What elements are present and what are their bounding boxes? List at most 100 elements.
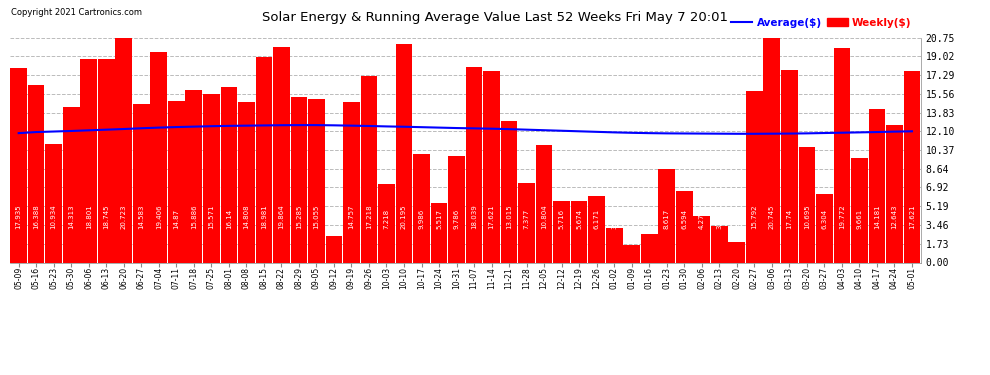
Text: 5.716: 5.716 [558, 209, 564, 229]
Text: 02-20: 02-20 [733, 267, 742, 289]
Bar [221, 87, 238, 262]
Text: 14.583: 14.583 [139, 204, 145, 229]
Text: 09-05: 09-05 [312, 267, 321, 289]
Text: 15.792: 15.792 [751, 204, 757, 229]
Bar [483, 71, 500, 262]
Bar [150, 52, 167, 262]
Text: 12-05: 12-05 [540, 267, 548, 289]
Bar [63, 107, 79, 262]
Bar [693, 216, 710, 262]
Text: 06-13: 06-13 [102, 267, 111, 289]
Text: 18.745: 18.745 [103, 204, 109, 229]
Bar [886, 125, 903, 262]
Text: 15.571: 15.571 [208, 204, 214, 229]
Text: 15.055: 15.055 [314, 204, 320, 229]
Text: 6.171: 6.171 [594, 209, 600, 229]
Bar [519, 183, 535, 262]
Text: 7.218: 7.218 [383, 209, 389, 229]
Text: 08-29: 08-29 [294, 267, 303, 289]
Bar [536, 146, 552, 262]
Text: 02-27: 02-27 [749, 267, 758, 289]
Text: 12-12: 12-12 [557, 267, 566, 289]
Bar [203, 94, 220, 262]
Bar [326, 236, 343, 262]
Bar [641, 234, 657, 262]
Text: 08-08: 08-08 [242, 267, 250, 289]
Text: 04-10: 04-10 [855, 267, 864, 289]
Text: 11-14: 11-14 [487, 267, 496, 289]
Text: 10-03: 10-03 [382, 267, 391, 289]
Text: 05-01: 05-01 [908, 267, 917, 289]
Text: 03-13: 03-13 [785, 267, 794, 289]
Bar [168, 101, 184, 262]
Bar [676, 191, 693, 262]
Text: 9.661: 9.661 [856, 209, 862, 229]
Text: 7.377: 7.377 [524, 209, 530, 229]
Text: 15.285: 15.285 [296, 204, 302, 229]
Bar [606, 228, 623, 262]
Text: 19.406: 19.406 [155, 204, 161, 229]
Text: 14.757: 14.757 [348, 204, 354, 229]
Bar [763, 38, 780, 262]
Text: 04-17: 04-17 [872, 267, 881, 289]
Text: 08-22: 08-22 [277, 267, 286, 289]
Text: 3.143: 3.143 [611, 209, 617, 229]
Bar [360, 76, 377, 262]
Text: 14.313: 14.313 [68, 204, 74, 229]
Bar [868, 109, 885, 262]
Text: 20.745: 20.745 [769, 204, 775, 229]
Text: 05-09: 05-09 [14, 267, 23, 289]
Text: 6.304: 6.304 [822, 209, 828, 229]
Bar [291, 97, 307, 262]
Text: 17.621: 17.621 [489, 204, 495, 229]
Text: 14.87: 14.87 [173, 209, 179, 229]
Text: 10-17: 10-17 [417, 267, 426, 289]
Bar [904, 71, 921, 262]
Text: 13.015: 13.015 [506, 204, 512, 229]
Text: 18.039: 18.039 [471, 204, 477, 229]
Text: 05-16: 05-16 [32, 267, 41, 289]
Text: 11-21: 11-21 [505, 267, 514, 289]
Bar [238, 102, 254, 262]
Text: 09-12: 09-12 [330, 267, 339, 289]
Text: 10.695: 10.695 [804, 204, 810, 229]
Bar [10, 68, 27, 262]
Text: 07-25: 07-25 [207, 267, 216, 289]
Text: 05-23: 05-23 [50, 267, 58, 289]
Text: Copyright 2021 Cartronics.com: Copyright 2021 Cartronics.com [11, 8, 142, 17]
Text: 2.447: 2.447 [331, 209, 337, 229]
Text: 5.674: 5.674 [576, 209, 582, 229]
Bar [344, 102, 359, 262]
Bar [431, 202, 447, 262]
Text: 1.921: 1.921 [734, 209, 740, 229]
Text: 17.74: 17.74 [786, 209, 792, 229]
Bar [624, 245, 640, 262]
Text: 09-19: 09-19 [346, 267, 356, 289]
Text: 9.986: 9.986 [419, 209, 425, 229]
Text: 17.621: 17.621 [909, 204, 915, 229]
Bar [781, 70, 798, 262]
Text: 02-13: 02-13 [715, 267, 724, 289]
Bar [851, 158, 867, 262]
Text: 10.804: 10.804 [542, 204, 547, 229]
Text: 20.723: 20.723 [121, 204, 127, 229]
Bar [28, 85, 45, 262]
Text: 06-06: 06-06 [84, 267, 93, 289]
Bar [746, 91, 762, 262]
Text: 01-09: 01-09 [628, 267, 637, 289]
Bar [396, 44, 412, 262]
Text: 3.38: 3.38 [717, 213, 723, 229]
Bar [588, 196, 605, 262]
Bar [816, 194, 833, 262]
Bar [273, 47, 290, 262]
Bar [465, 67, 482, 262]
Text: 12-19: 12-19 [574, 267, 584, 289]
Text: 01-02: 01-02 [610, 267, 619, 289]
Text: 18.981: 18.981 [261, 204, 267, 229]
Bar [80, 58, 97, 262]
Text: 10-31: 10-31 [452, 267, 461, 289]
Text: 07-18: 07-18 [189, 267, 198, 289]
Text: 03-27: 03-27 [820, 267, 829, 289]
Text: 06-20: 06-20 [119, 267, 129, 289]
Text: 16.388: 16.388 [34, 204, 40, 229]
